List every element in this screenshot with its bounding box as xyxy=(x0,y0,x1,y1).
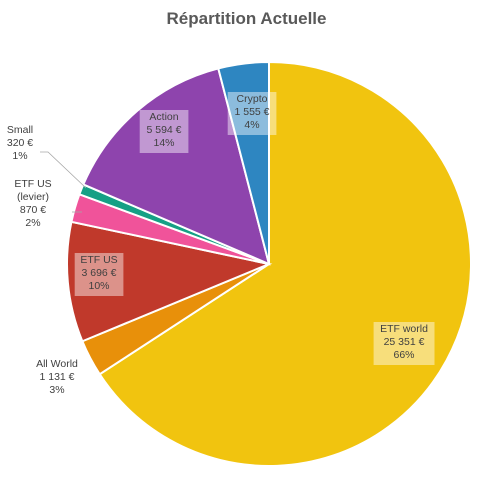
pie-slice-etf-us xyxy=(66,220,273,343)
data-label-value: 5 594 € xyxy=(146,124,181,136)
data-label-percent: 66% xyxy=(393,349,414,361)
data-label-name: Action xyxy=(149,111,178,123)
data-label-name: (levier) xyxy=(17,191,49,203)
pie-slice-etf-world xyxy=(98,60,473,467)
data-label-box xyxy=(373,322,435,365)
data-label-name: All World xyxy=(36,358,78,370)
data-label-value: 25 351 € xyxy=(384,336,425,348)
data-label-box xyxy=(74,253,124,296)
data-label-etf-us: ETF US3 696 €10% xyxy=(74,253,124,296)
data-label-percent: 4% xyxy=(244,119,259,131)
data-label-percent: 14% xyxy=(153,137,174,149)
data-label-percent: 10% xyxy=(88,280,109,292)
data-label-value: 1 555 € xyxy=(234,106,269,118)
leader-line-small xyxy=(40,151,87,189)
data-label-name: ETF world xyxy=(380,323,428,335)
pie-slice-crypto xyxy=(217,60,270,265)
data-label-name: Crypto xyxy=(237,93,268,105)
data-label-percent: 3% xyxy=(49,384,64,396)
pie-slice-action xyxy=(81,67,271,266)
data-label-value: 3 696 € xyxy=(81,267,116,279)
data-label-etf-us-levier: ETF US(levier)870 €2% xyxy=(14,178,51,229)
data-label-name: Small xyxy=(7,124,33,136)
chart-title: Répartition Actuelle xyxy=(166,9,327,28)
data-label-value: 870 € xyxy=(20,204,46,216)
data-label-percent: 2% xyxy=(25,217,40,229)
data-label-percent: 1% xyxy=(12,150,27,162)
data-label-value: 1 131 € xyxy=(39,371,74,383)
data-label-box xyxy=(139,110,189,153)
data-label-name: ETF US xyxy=(14,178,51,190)
data-label-value: 320 € xyxy=(7,137,33,149)
data-label-name: ETF US xyxy=(80,254,117,266)
data-label-box xyxy=(227,92,277,135)
